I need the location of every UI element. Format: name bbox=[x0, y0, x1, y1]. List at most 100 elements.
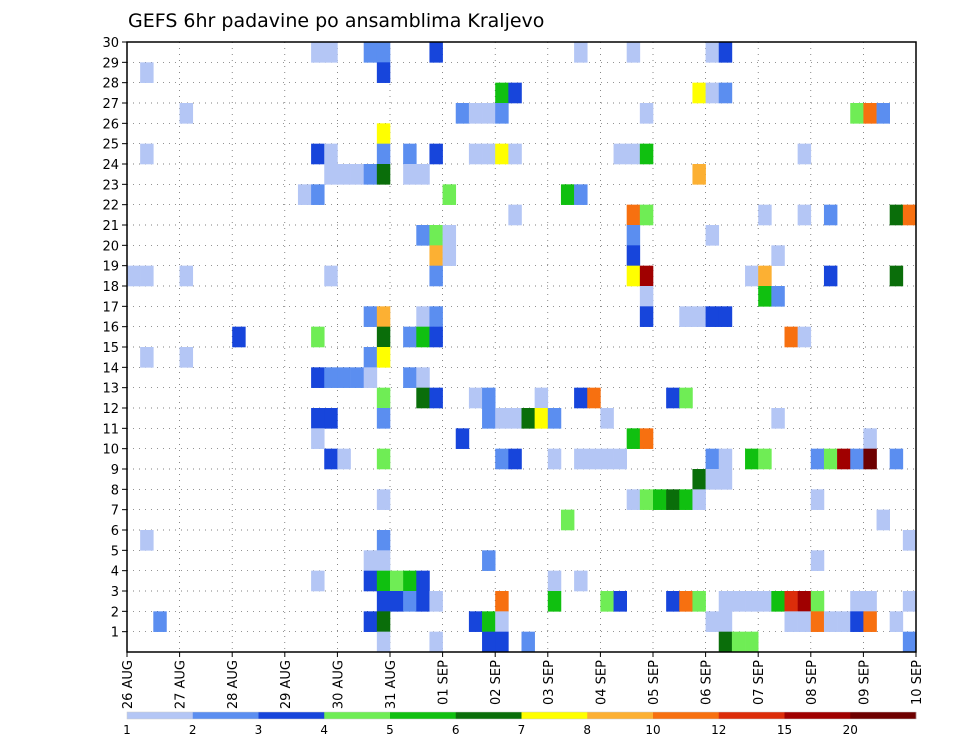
heatmap-cell bbox=[363, 164, 378, 185]
x-tick-label: 31 AUG bbox=[384, 660, 399, 709]
heatmap-cell bbox=[705, 469, 720, 490]
heatmap-cell bbox=[376, 489, 391, 510]
heatmap-cell bbox=[718, 469, 733, 490]
heatmap-cell bbox=[455, 103, 470, 124]
heatmap-cell bbox=[311, 143, 325, 165]
heatmap-cell bbox=[784, 611, 798, 632]
heatmap-cell bbox=[403, 591, 417, 612]
heatmap-cell bbox=[692, 489, 706, 510]
heatmap-cell bbox=[626, 489, 641, 510]
heatmap-cell bbox=[626, 42, 641, 63]
heatmap-cell bbox=[429, 143, 443, 165]
heatmap-cell bbox=[232, 326, 246, 348]
heatmap-cell bbox=[324, 448, 338, 470]
heatmap-cell bbox=[521, 631, 535, 653]
y-tick-label: 1 bbox=[111, 626, 119, 641]
heatmap-cell bbox=[797, 143, 812, 165]
y-tick-label: 3 bbox=[111, 585, 119, 600]
heatmap-cell bbox=[745, 631, 759, 653]
heatmap-cell bbox=[376, 306, 391, 327]
legend-swatch bbox=[521, 712, 588, 719]
heatmap-cell bbox=[324, 42, 338, 63]
legend-swatch bbox=[324, 712, 391, 719]
legend: 1 2 3 4 5 6 7 8 10 12 15 20 bbox=[123, 711, 917, 737]
heatmap-cell bbox=[810, 550, 825, 571]
heatmap-cell bbox=[376, 570, 391, 592]
heatmap-cell bbox=[902, 204, 917, 226]
heatmap-cell bbox=[705, 611, 720, 632]
heatmap-cell bbox=[363, 347, 378, 368]
heatmap-cell bbox=[823, 448, 838, 470]
heatmap-cell bbox=[850, 591, 864, 612]
heatmap-cell bbox=[179, 265, 194, 287]
heatmap-cell bbox=[810, 448, 825, 470]
heatmap-cell bbox=[784, 326, 798, 348]
heatmap-cell bbox=[613, 448, 627, 470]
y-tick-label: 7 bbox=[111, 504, 119, 519]
heatmap-cell bbox=[705, 42, 720, 63]
heatmap-cell bbox=[324, 164, 338, 185]
heatmap-cell bbox=[639, 428, 654, 449]
y-tick-label: 16 bbox=[102, 321, 119, 336]
y-tick-label: 5 bbox=[111, 544, 119, 559]
heatmap-cell bbox=[429, 225, 443, 246]
heatmap-cell bbox=[626, 225, 641, 246]
heatmap-cell bbox=[758, 591, 772, 612]
heatmap-cell bbox=[771, 245, 785, 266]
heatmap-cell bbox=[495, 591, 509, 612]
heatmap-cell bbox=[297, 184, 312, 205]
legend-label: 8 bbox=[583, 723, 591, 737]
legend-label: 4 bbox=[320, 723, 328, 737]
heatmap-cell bbox=[324, 265, 338, 287]
heatmap-cell bbox=[495, 631, 509, 653]
heatmap-cell bbox=[902, 631, 917, 653]
heatmap-cell bbox=[153, 611, 167, 632]
heatmap-cell bbox=[363, 367, 378, 388]
heatmap-cell bbox=[797, 204, 812, 226]
heatmap-cell bbox=[837, 611, 851, 632]
legend-label: 1 bbox=[123, 723, 131, 737]
heatmap-cell bbox=[705, 306, 720, 327]
heatmap-cell bbox=[429, 326, 443, 348]
heatmap-cell bbox=[127, 265, 141, 287]
heatmap-cell bbox=[403, 143, 417, 165]
heatmap-cell bbox=[376, 530, 391, 551]
y-tick-label: 6 bbox=[111, 524, 119, 539]
heatmap-cell bbox=[455, 428, 470, 449]
heatmap-cell bbox=[600, 408, 614, 429]
heatmap-cell bbox=[350, 367, 364, 388]
heatmap-cell bbox=[692, 306, 706, 327]
heatmap-cell bbox=[363, 611, 378, 632]
legend-swatch bbox=[192, 712, 259, 719]
heatmap-cell bbox=[376, 164, 391, 185]
heatmap-cell bbox=[718, 306, 733, 327]
x-axis: 26 AUG 27 AUG 28 AUG 29 AUG 30 AUG 31 AUG 01 S… bbox=[121, 652, 925, 709]
heatmap-cell bbox=[810, 489, 825, 510]
heatmap-cell bbox=[653, 489, 667, 510]
heatmap-cell bbox=[179, 347, 194, 368]
y-tick-label: 28 bbox=[102, 77, 119, 92]
heatmap-cell bbox=[376, 591, 391, 612]
heatmap-cell bbox=[337, 367, 351, 388]
heatmap-cell bbox=[429, 306, 443, 327]
x-tick-label: 01 SEP bbox=[437, 660, 452, 705]
y-axis: 1234567891011121314151617181920212223242… bbox=[102, 36, 127, 641]
heatmap-cell bbox=[731, 631, 746, 653]
legend-swatch bbox=[784, 712, 851, 719]
y-tick-label: 12 bbox=[102, 402, 119, 417]
heatmap-cell bbox=[416, 591, 430, 612]
heatmap-cell bbox=[429, 631, 443, 653]
heatmap-cell bbox=[376, 62, 391, 83]
heatmap-cell bbox=[495, 408, 509, 429]
y-tick-label: 27 bbox=[102, 97, 119, 112]
heatmap-cell bbox=[442, 245, 457, 266]
heatmap-cell bbox=[468, 103, 483, 124]
heatmap-cell bbox=[758, 265, 772, 287]
heatmap-cell bbox=[429, 245, 443, 266]
heatmap-cell bbox=[363, 570, 378, 592]
legend-label: 5 bbox=[386, 723, 394, 737]
x-tick-label: 08 SEP bbox=[805, 660, 820, 705]
y-tick-label: 20 bbox=[102, 239, 119, 254]
heatmap-cell bbox=[363, 306, 378, 327]
heatmap-cell bbox=[482, 408, 496, 429]
